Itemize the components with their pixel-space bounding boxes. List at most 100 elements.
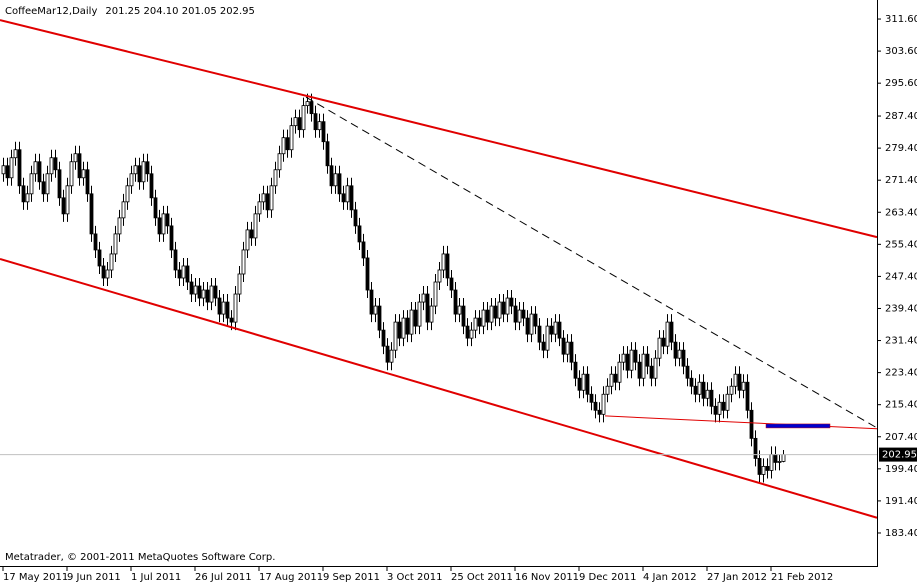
y-tick-label: 223.40 bbox=[885, 368, 917, 379]
y-tick-label: 279.40 bbox=[885, 143, 917, 154]
candle-body bbox=[245, 229, 250, 251]
candle-body bbox=[89, 193, 94, 235]
candle-body bbox=[761, 466, 766, 475]
candle-body bbox=[33, 161, 38, 175]
trend-line bbox=[305, 96, 878, 429]
candle-body bbox=[337, 173, 342, 195]
candle-body bbox=[21, 185, 26, 203]
candle-body bbox=[125, 185, 130, 203]
candle-body bbox=[489, 305, 494, 323]
candle-body bbox=[221, 301, 226, 315]
candle-body bbox=[481, 309, 486, 327]
candle-body bbox=[449, 277, 454, 291]
candle-body bbox=[257, 201, 262, 215]
candle-body bbox=[309, 101, 314, 115]
candle-body bbox=[513, 305, 518, 323]
y-tick-label: 303.60 bbox=[885, 46, 917, 57]
candle-body bbox=[545, 325, 550, 351]
candle-body bbox=[393, 321, 398, 351]
chart-title: CoffeeMar12,Daily bbox=[5, 6, 97, 17]
candle-body bbox=[365, 257, 370, 291]
candle-body bbox=[781, 454, 786, 462]
candle-body bbox=[517, 309, 522, 323]
candle-body bbox=[373, 305, 378, 315]
candle-body bbox=[777, 461, 782, 463]
candle-body bbox=[717, 401, 722, 415]
candle-body bbox=[361, 241, 366, 259]
y-tick-label: 183.40 bbox=[885, 528, 917, 539]
candle-body bbox=[145, 161, 150, 175]
candle-body bbox=[277, 153, 282, 171]
candle-body bbox=[409, 309, 414, 335]
plot-area bbox=[0, 19, 878, 519]
candle-body bbox=[745, 381, 750, 411]
candle-body bbox=[41, 181, 46, 195]
x-tick-label: 9 Dec 2011 bbox=[579, 572, 637, 583]
candle-body bbox=[273, 169, 278, 187]
candle-body bbox=[289, 125, 294, 151]
candle-body bbox=[297, 117, 302, 131]
candle-body bbox=[417, 301, 422, 327]
candle-body bbox=[497, 301, 502, 319]
candle-body bbox=[665, 321, 670, 347]
candle-body bbox=[133, 165, 138, 175]
candle-body bbox=[345, 185, 350, 203]
candle-body bbox=[53, 157, 58, 171]
candle-body bbox=[437, 269, 442, 283]
y-tick-label: 271.40 bbox=[885, 175, 917, 186]
candle-body bbox=[569, 341, 574, 363]
y-tick-label: 247.40 bbox=[885, 271, 917, 282]
candle-body bbox=[765, 466, 770, 471]
candle-body bbox=[741, 381, 746, 391]
candle-body bbox=[629, 349, 634, 371]
candle-body bbox=[553, 321, 558, 335]
candle-body bbox=[701, 381, 706, 399]
candle-body bbox=[657, 337, 662, 359]
candle-body bbox=[117, 217, 122, 235]
candle-body bbox=[521, 309, 526, 319]
candle-body bbox=[205, 289, 210, 303]
candle-body bbox=[713, 405, 718, 415]
candle-body bbox=[13, 149, 18, 159]
candle-body bbox=[305, 101, 310, 107]
candle-body bbox=[773, 453, 778, 463]
candle-body bbox=[349, 185, 354, 211]
candle-body bbox=[725, 393, 730, 411]
candle-body bbox=[281, 137, 286, 155]
candle-body bbox=[161, 213, 166, 235]
x-tick-label: 3 Oct 2011 bbox=[387, 572, 442, 583]
x-tick-label: 1 Jul 2011 bbox=[131, 572, 181, 583]
candle-body bbox=[697, 381, 702, 395]
candle-body bbox=[369, 289, 374, 315]
candle-body bbox=[5, 165, 10, 179]
candle-body bbox=[201, 289, 206, 299]
candle-body bbox=[389, 349, 394, 363]
candle-body bbox=[637, 361, 642, 379]
last-price-label: 202.95 bbox=[882, 450, 917, 461]
candle-body bbox=[593, 401, 598, 411]
candle-body bbox=[37, 161, 42, 183]
candle-body bbox=[241, 249, 246, 275]
ohlc-readout: 201.25 204.10 201.05 202.95 bbox=[105, 6, 255, 17]
candle-body bbox=[721, 401, 726, 411]
candle-body bbox=[149, 173, 154, 199]
candle-body bbox=[85, 169, 90, 195]
candle-body bbox=[677, 349, 682, 359]
candle-body bbox=[601, 393, 606, 415]
candle-body bbox=[605, 385, 610, 395]
candle-body bbox=[81, 169, 86, 179]
candle-body bbox=[325, 141, 330, 167]
candle-body bbox=[217, 297, 222, 315]
candle-body bbox=[397, 321, 402, 339]
candle-body bbox=[693, 385, 698, 395]
y-tick-label: 239.40 bbox=[885, 303, 917, 314]
candle-body bbox=[233, 293, 238, 323]
candle-body bbox=[293, 117, 298, 127]
candle-body bbox=[473, 317, 478, 331]
candle-body bbox=[285, 137, 290, 151]
candle-body bbox=[321, 121, 326, 143]
candle-body bbox=[769, 453, 774, 471]
candle-body bbox=[333, 173, 338, 187]
candle-body bbox=[49, 157, 54, 175]
